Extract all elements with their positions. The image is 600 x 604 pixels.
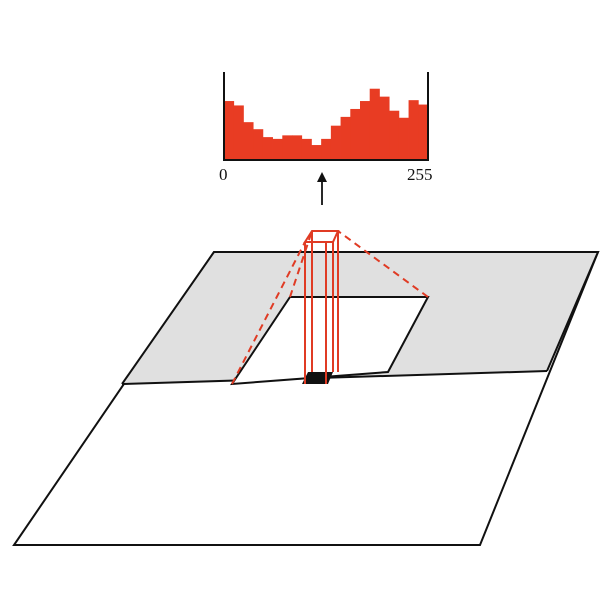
histogram-bar — [369, 88, 380, 160]
histogram-bar — [408, 100, 419, 160]
histogram-bar — [282, 135, 293, 160]
histogram-bar — [272, 138, 283, 160]
histogram-bar — [292, 135, 303, 160]
histogram-bar — [389, 110, 400, 160]
histogram-bar — [340, 116, 351, 160]
histogram-max-label: 255 — [407, 165, 433, 184]
window-region — [230, 296, 430, 386]
histogram-bar — [350, 108, 361, 160]
histogram-bar — [243, 122, 254, 160]
up-arrow-icon — [317, 172, 327, 205]
histogram-bar — [253, 129, 264, 160]
histogram-bar — [360, 101, 371, 160]
region-divider — [121, 370, 548, 385]
histogram — [223, 72, 429, 161]
image-plane-top-edges — [121, 251, 600, 385]
histogram-bar — [301, 138, 312, 160]
projection-lines — [231, 230, 429, 385]
histogram-bar — [311, 145, 322, 160]
histogram-bars — [224, 88, 429, 160]
histogram-bar — [233, 105, 244, 160]
histogram-bar — [398, 117, 409, 160]
histogram-bar — [224, 101, 235, 160]
histogram-min-label: 0 — [219, 165, 228, 184]
histogram-bar — [330, 125, 341, 160]
histogram-bar — [418, 104, 429, 160]
pixel-column — [303, 230, 340, 384]
histogram-bar — [262, 137, 273, 160]
histogram-bar — [379, 96, 390, 160]
histogram-bar — [321, 138, 332, 160]
